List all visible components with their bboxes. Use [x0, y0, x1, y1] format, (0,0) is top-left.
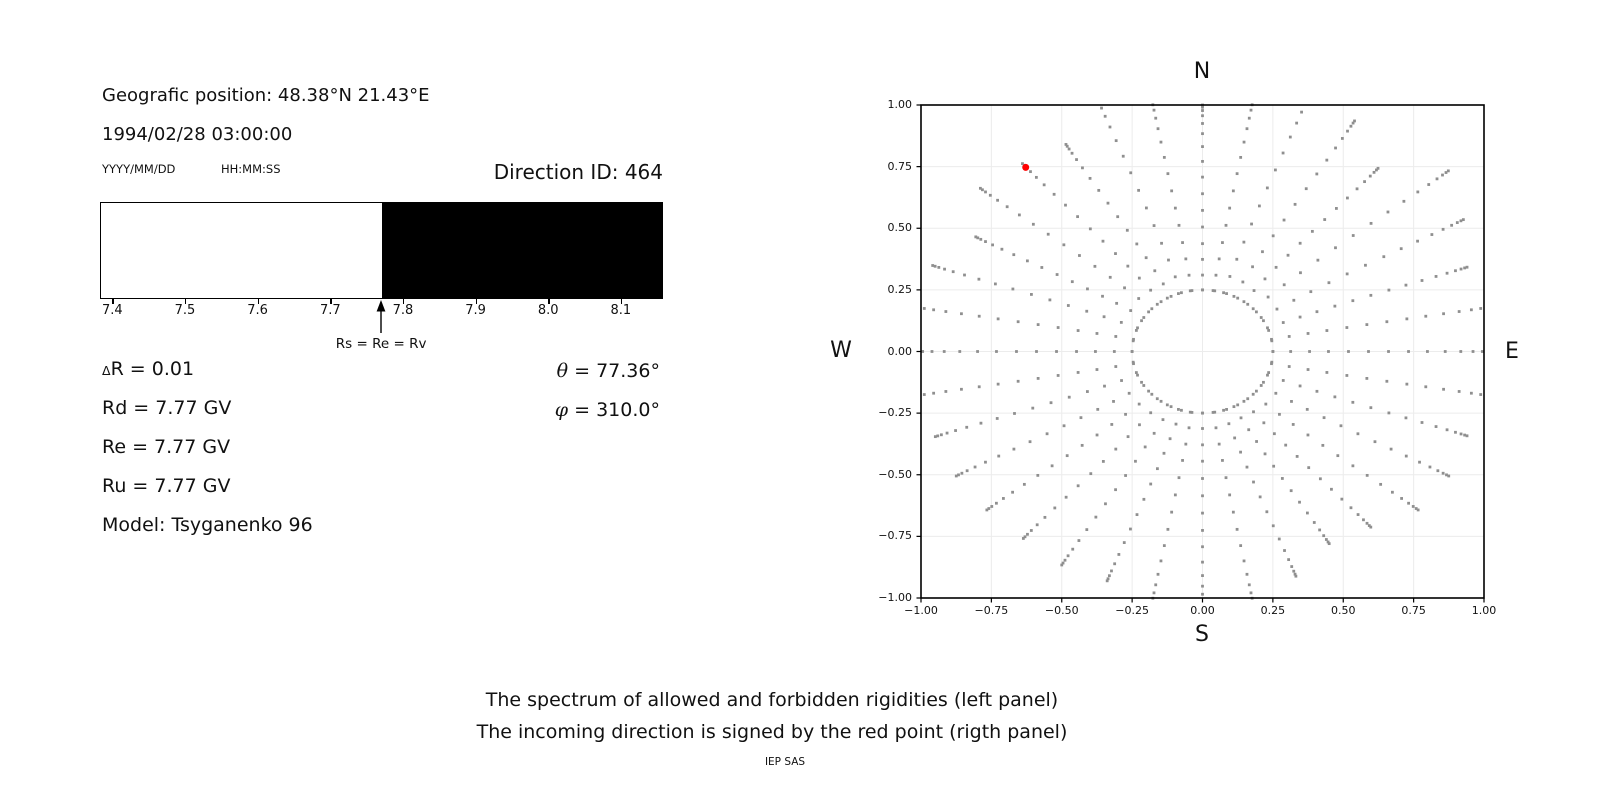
spectrum-tick-label: 7.7	[319, 303, 341, 318]
y-tick-label: 0.25	[887, 282, 913, 296]
y-tick-label: 0.75	[887, 159, 913, 173]
spectrum-tick-label: 7.9	[465, 303, 486, 318]
ru-value: Ru = 7.77 GV	[102, 475, 231, 497]
compass-label-w: W	[830, 338, 852, 363]
re-value: Re = 7.77 GV	[102, 436, 231, 458]
compass-label-e: E	[1505, 339, 1519, 364]
x-tick-label: 0.25	[1260, 604, 1286, 617]
spectrum-tick-mark	[112, 299, 114, 304]
spectrum-tick-label: 7.4	[102, 303, 123, 318]
rigidity-spectrum-plot	[100, 202, 663, 299]
spectrum-tick-mark	[257, 299, 259, 304]
time-format-label: HH:MM:SS	[221, 162, 281, 176]
red-direction-point	[1022, 163, 1030, 171]
spectrum-tick-mark	[402, 299, 405, 304]
x-tick-label: 0.50	[1331, 604, 1356, 617]
x-tick-label: −0.25	[1115, 604, 1149, 617]
spectrum-tick-label: 7.6	[247, 303, 268, 318]
spectrum-tick-mark	[330, 299, 332, 304]
caption-line-2: The incoming direction is signed by the …	[476, 721, 1068, 743]
forbidden-region	[382, 203, 662, 298]
x-tick-label: −0.50	[1044, 604, 1079, 617]
date-format-label: YYYY/MM/DD	[102, 162, 176, 176]
y-tick-label: 0.50	[887, 221, 913, 235]
spectrum-tick-label: 8.1	[610, 303, 632, 318]
spectrum-tick-label: 8.0	[537, 303, 559, 318]
datetime-text: 1994/02/28 03:00:00	[102, 124, 293, 145]
x-tick-label: 0.75	[1401, 604, 1426, 617]
allowed-region	[101, 203, 383, 298]
spectrum-tick-mark	[184, 299, 187, 304]
cutoff-arrow-label: Rs = Re = Rv	[335, 336, 427, 352]
spectrum-tick-mark	[475, 299, 477, 304]
spectrum-tick-mark	[548, 299, 550, 304]
caption-line-1: The spectrum of allowed and forbidden ri…	[485, 689, 1059, 711]
compass-label-n: N	[1193, 59, 1211, 84]
geo-position-text: Geografic position: 48.38°N 21.43°E	[102, 85, 430, 106]
y-tick-label: −0.50	[878, 467, 912, 481]
y-tick-label: −0.25	[878, 406, 912, 420]
x-tick-label: 1.00	[1471, 604, 1497, 617]
x-tick-label: −0.75	[974, 604, 1009, 617]
delta-r-value: ΔR = 0.01	[102, 358, 195, 380]
theta-value: θ = 77.36°	[556, 360, 660, 382]
y-tick-label: −0.75	[878, 529, 912, 543]
direction-id-text: Direction ID: 464	[493, 160, 663, 184]
spectrum-tick-mark	[620, 299, 623, 304]
y-tick-label: 1.00	[887, 98, 913, 111]
rd-value: Rd = 7.77 GV	[102, 397, 232, 419]
theta-symbol: θ	[556, 360, 569, 382]
x-tick-label: 0.00	[1190, 604, 1215, 617]
spectrum-tick-label: 7.8	[392, 303, 414, 318]
spectrum-tick-label: 7.5	[174, 303, 196, 318]
delta-symbol: Δ	[102, 363, 111, 378]
y-tick-label: −1.00	[878, 591, 912, 604]
compass-label-s: S	[1195, 622, 1209, 647]
cutoff-arrow-icon	[376, 300, 386, 333]
credit-text: IEP SAS	[764, 756, 806, 768]
phi-value: φ = 310.0°	[554, 399, 660, 421]
phi-symbol: φ	[554, 399, 569, 421]
y-tick-label: 0.00	[887, 344, 913, 358]
model-text: Model: Tsyganenko 96	[102, 514, 313, 536]
x-tick-label: −1.00	[904, 604, 938, 617]
direction-plot	[916, 103, 1485, 603]
